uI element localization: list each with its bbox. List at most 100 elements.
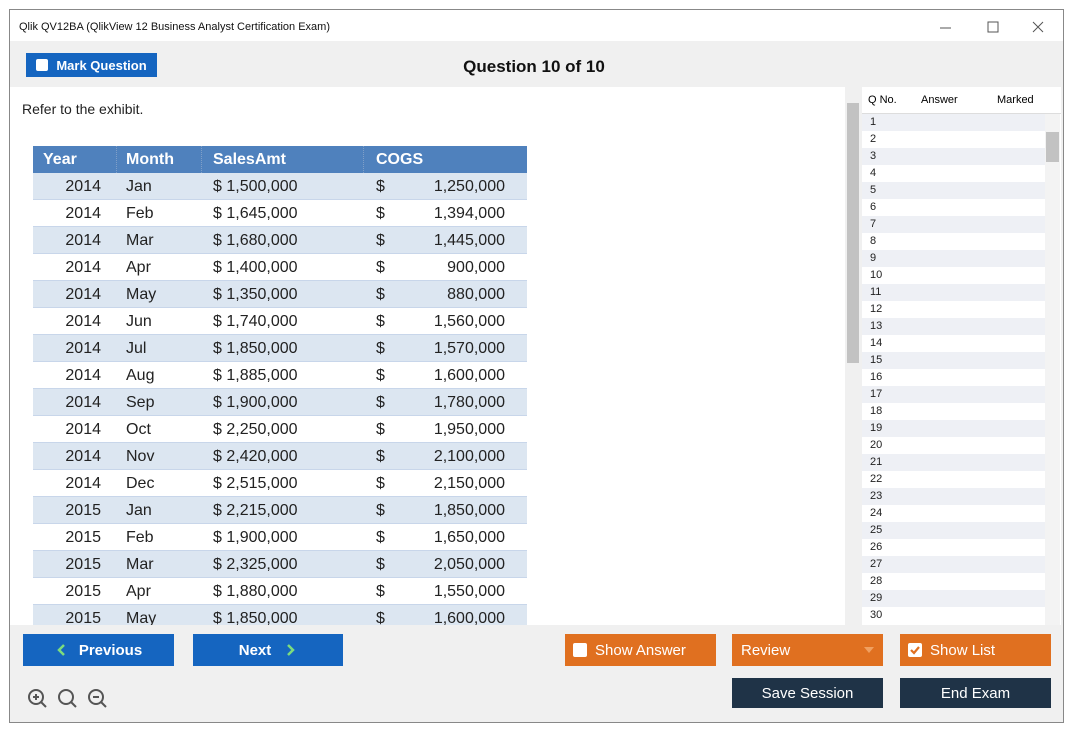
review-button[interactable]: Review [732,634,883,666]
list-row[interactable]: 6 [862,199,1045,216]
mark-question-button[interactable]: Mark Question [26,53,157,77]
list-row[interactable]: 7 [862,216,1045,233]
list-row[interactable]: 15 [862,352,1045,369]
list-row[interactable]: 26 [862,539,1045,556]
month-cell: Jan [126,178,152,195]
currency-cell: $ [376,259,385,276]
cogs-cell: 900,000 [447,259,505,276]
question-number: 16 [870,371,883,383]
question-number: 15 [870,354,883,366]
cogs-cell: 2,150,000 [433,475,505,492]
list-scrollbar[interactable] [1045,114,1060,625]
table-row: 2014 Nov $ 2,420,000 $2,100,000 [33,443,527,470]
currency-cell: $ [376,502,385,519]
sales-cell: $ 1,645,000 [213,205,298,222]
list-row[interactable]: 5 [862,182,1045,199]
show-answer-button[interactable]: Show Answer [565,634,716,666]
list-row[interactable]: 1 [862,114,1045,131]
end-exam-button[interactable]: End Exam [900,678,1051,708]
scroll-thumb[interactable] [1046,132,1059,162]
list-row[interactable]: 14 [862,335,1045,352]
question-number: 1 [870,116,877,128]
list-row[interactable]: 11 [862,284,1045,301]
scrollbar[interactable] [845,87,861,625]
table-row: 2014 Feb $ 1,645,000 $1,394,000 [33,200,527,227]
table-row: 2014 Apr $ 1,400,000 $900,000 [33,254,527,281]
chevron-right [287,644,296,656]
list-row[interactable]: 9 [862,250,1045,267]
list-header: Q No. Answer Marked [862,87,1061,114]
list-row[interactable]: 10 [862,267,1045,284]
currency-cell: $ [376,556,385,573]
question-number: 3 [870,150,877,162]
currency-cell: $ [376,475,385,492]
list-row[interactable]: 20 [862,437,1045,454]
list-row[interactable]: 2 [862,131,1045,148]
table-row: 2015 Jan $ 2,215,000 $1,850,000 [33,497,527,524]
question-number: 5 [870,184,877,196]
list-row[interactable]: 16 [862,369,1045,386]
list-row[interactable]: 22 [862,471,1045,488]
currency-cell: $ [376,205,385,222]
list-row[interactable]: 18 [862,403,1045,420]
exhibit-table: Year Month SalesAmt COGS 2014 Jan $ 1,500,000 $… [33,146,527,625]
year-cell: 2015 [65,556,101,573]
sales-cell: $ 1,350,000 [213,286,298,303]
question-number: 22 [870,473,883,485]
question-number: 12 [870,303,883,315]
column-header: Marked [997,94,1034,106]
list-row[interactable]: 13 [862,318,1045,335]
list-row[interactable]: 19 [862,420,1045,437]
cogs-cell: 1,550,000 [433,583,505,600]
table-row: 2014 Aug $ 1,885,000 $1,600,000 [33,362,527,389]
list-row[interactable]: 21 [862,454,1045,471]
column-header: Year [43,151,77,168]
list-row[interactable]: 29 [862,590,1045,607]
question-heading: Question 10 of 10 [463,57,605,76]
currency-cell: $ [376,232,385,249]
list-row[interactable]: 12 [862,301,1045,318]
list-row[interactable]: 24 [862,505,1045,522]
list-row[interactable]: 17 [862,386,1045,403]
zoom-controls[interactable] [26,687,116,711]
list-row[interactable]: 8 [862,233,1045,250]
year-cell: 2014 [65,448,101,465]
column-header: SalesAmt [213,151,286,168]
question-number: 4 [870,167,877,179]
next-button[interactable]: Next [193,634,343,666]
question-number: 24 [870,507,883,519]
currency-cell: $ [376,394,385,411]
button-label: Mark Question [56,57,147,73]
button-label: Save Session [761,684,854,702]
question-number: 17 [870,388,883,400]
cogs-cell: 1,445,000 [433,232,505,249]
question-number: 2 [870,133,877,145]
show-list-button[interactable]: Show List [900,634,1051,666]
list-row[interactable]: 30 [862,607,1045,624]
sales-cell: $ 1,900,000 [213,394,298,411]
list-row[interactable]: 23 [862,488,1045,505]
month-cell: Apr [126,259,151,276]
list-row[interactable]: 27 [862,556,1045,573]
previous-button[interactable]: Previous [23,634,174,666]
currency-cell: $ [376,178,385,195]
sales-cell: $ 1,680,000 [213,232,298,249]
save-session-button[interactable]: Save Session [732,678,883,708]
month-cell: May [126,610,157,625]
question-list: Q No. Answer Marked 1 2 3 4 5 6 7 8 9 10 11 12 13 14 1… [862,87,1061,625]
window-controls[interactable] [930,16,1060,38]
list-row[interactable]: 28 [862,573,1045,590]
list-row[interactable]: 3 [862,148,1045,165]
year-cell: 2014 [65,340,101,357]
month-cell: Dec [126,475,155,492]
month-cell: Oct [126,421,151,438]
checkbox [573,643,587,657]
month-cell: Jun [126,313,152,330]
question-number: 21 [870,456,883,468]
sales-cell: $ 1,885,000 [213,367,298,384]
scroll-thumb[interactable] [847,103,859,363]
window: Qlik QV12BA (QlikView 12 Business Analys… [9,9,1064,723]
list-row[interactable]: 25 [862,522,1045,539]
button-label: Previous [78,641,143,659]
list-row[interactable]: 4 [862,165,1045,182]
